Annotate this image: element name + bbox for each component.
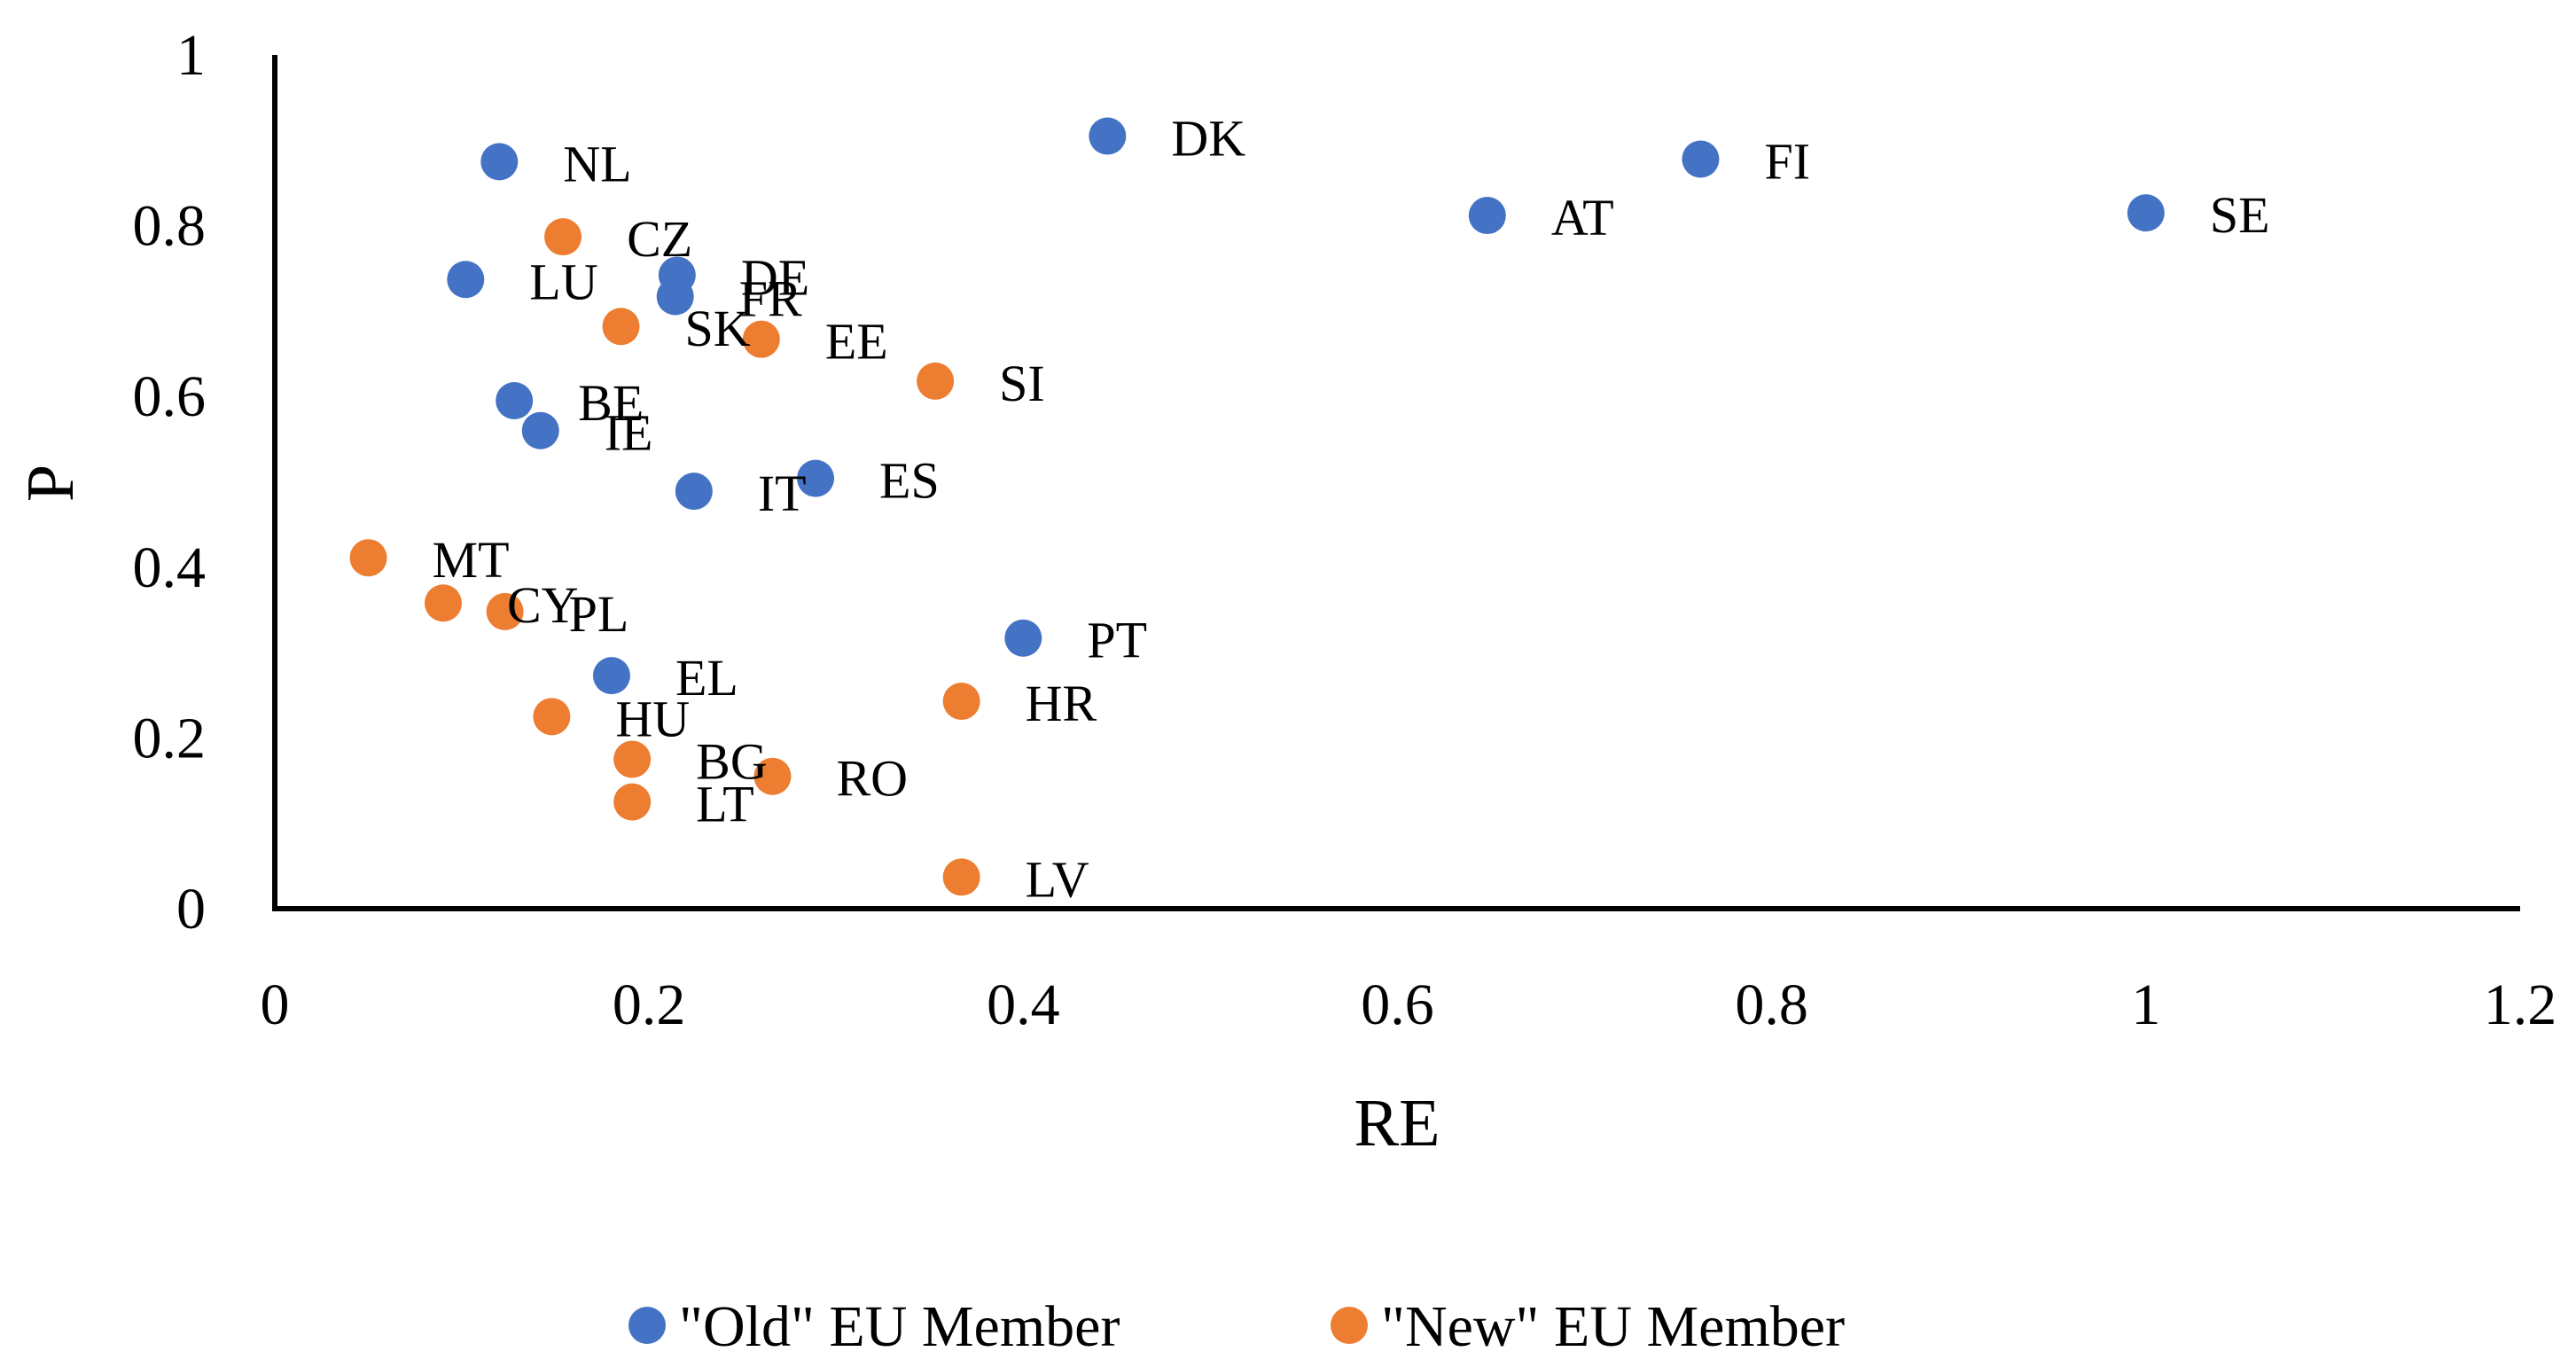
point-mt: [349, 539, 387, 577]
point-label-fi: FI: [1764, 132, 1810, 190]
x-tick-label: 0.8: [1735, 973, 1808, 1037]
series-new-eu-member: [349, 218, 980, 896]
point-label-pt: PT: [1087, 612, 1147, 669]
point-label-pl: PL: [569, 585, 629, 643]
point-pl: [486, 592, 524, 630]
point-ee: [742, 320, 780, 358]
point-label-it: IT: [758, 465, 807, 522]
x-tick-labels: 0 0.2 0.4 0.6 0.8 1 1.2: [261, 973, 2557, 1037]
point-dk: [1089, 117, 1127, 155]
data-points: [349, 117, 2165, 896]
point-label-fr: FR: [739, 270, 802, 328]
point-label-ee: EE: [825, 313, 888, 371]
point-label-sk: SK: [685, 300, 751, 357]
point-label-cy: CY: [507, 576, 579, 634]
legend-label-old: "Old" EU Member: [679, 1294, 1120, 1359]
point-label-si: SI: [999, 355, 1045, 412]
point-ro: [753, 757, 792, 795]
point-bg: [613, 740, 652, 778]
point-cz: [544, 218, 582, 256]
point-fr: [656, 277, 694, 316]
x-axis-title: RE: [1354, 1086, 1440, 1160]
point-ie: [521, 411, 559, 449]
point-label-lt: LT: [696, 776, 754, 833]
point-label-be: BE: [578, 374, 644, 432]
point-label-lu: LU: [529, 253, 597, 310]
y-tick-label: 0.4: [133, 535, 207, 600]
y-axis-title: P: [13, 465, 88, 502]
y-tick-label: 0.6: [133, 364, 207, 429]
point-label-dk: DK: [1171, 109, 1245, 167]
point-label-cz: CZ: [627, 210, 692, 268]
legend-marker-old: [628, 1307, 666, 1344]
point-label-hu: HU: [615, 690, 690, 747]
point-label-se: SE: [2210, 186, 2270, 244]
point-pt: [1004, 619, 1042, 657]
point-label-nl: NL: [563, 135, 631, 192]
series-old-eu-member: [447, 117, 2165, 695]
point-se: [2127, 194, 2165, 232]
y-tick-label: 0.8: [133, 194, 207, 259]
y-tick-label: 1: [176, 23, 206, 88]
point-label-at: AT: [1551, 189, 1614, 246]
point-sk: [602, 308, 640, 346]
y-tick-label: 0.2: [133, 706, 207, 770]
point-fi: [1682, 140, 1720, 178]
point-it: [675, 473, 713, 511]
y-tick-label: 0: [176, 877, 206, 941]
point-el: [592, 657, 630, 695]
point-si: [917, 362, 955, 400]
point-es: [797, 459, 835, 497]
point-lv: [942, 858, 980, 896]
point-label-es: ES: [879, 452, 940, 510]
legend-marker-new: [1331, 1307, 1368, 1344]
point-nl: [480, 143, 519, 181]
x-tick-label: 0.2: [613, 973, 686, 1037]
point-be: [496, 382, 534, 420]
point-label-bg: BG: [696, 732, 768, 790]
axes: [272, 55, 2520, 911]
point-lt: [613, 783, 652, 821]
point-label-lv: LV: [1026, 850, 1089, 908]
point-label-ie: IE: [605, 404, 653, 462]
legend-label-new: "New" EU Member: [1381, 1294, 1845, 1359]
point-label-ro: RO: [836, 750, 908, 808]
point-cy: [424, 584, 462, 622]
point-lu: [447, 261, 485, 299]
x-tick-label: 0.6: [1361, 973, 1434, 1037]
x-tick-label: 0.4: [987, 973, 1060, 1037]
x-tick-label: 0: [261, 973, 290, 1037]
point-label-hr: HR: [1026, 675, 1097, 732]
point-hr: [942, 682, 980, 720]
legend: "Old" EU Member "New" EU Member: [628, 1294, 1845, 1359]
y-tick-labels: 0 0.2 0.4 0.6 0.8 1: [133, 23, 207, 941]
point-label-mt: MT: [433, 531, 510, 589]
x-tick-label: 1.2: [2484, 973, 2557, 1037]
legend-item-old: "Old" EU Member: [628, 1294, 1120, 1359]
point-label-de: DE: [741, 248, 809, 306]
x-tick-label: 1: [2131, 973, 2160, 1037]
point-label-el: EL: [675, 649, 738, 707]
point-hu: [533, 698, 571, 736]
legend-item-new: "New" EU Member: [1331, 1294, 1845, 1359]
point-at: [1468, 197, 1506, 235]
